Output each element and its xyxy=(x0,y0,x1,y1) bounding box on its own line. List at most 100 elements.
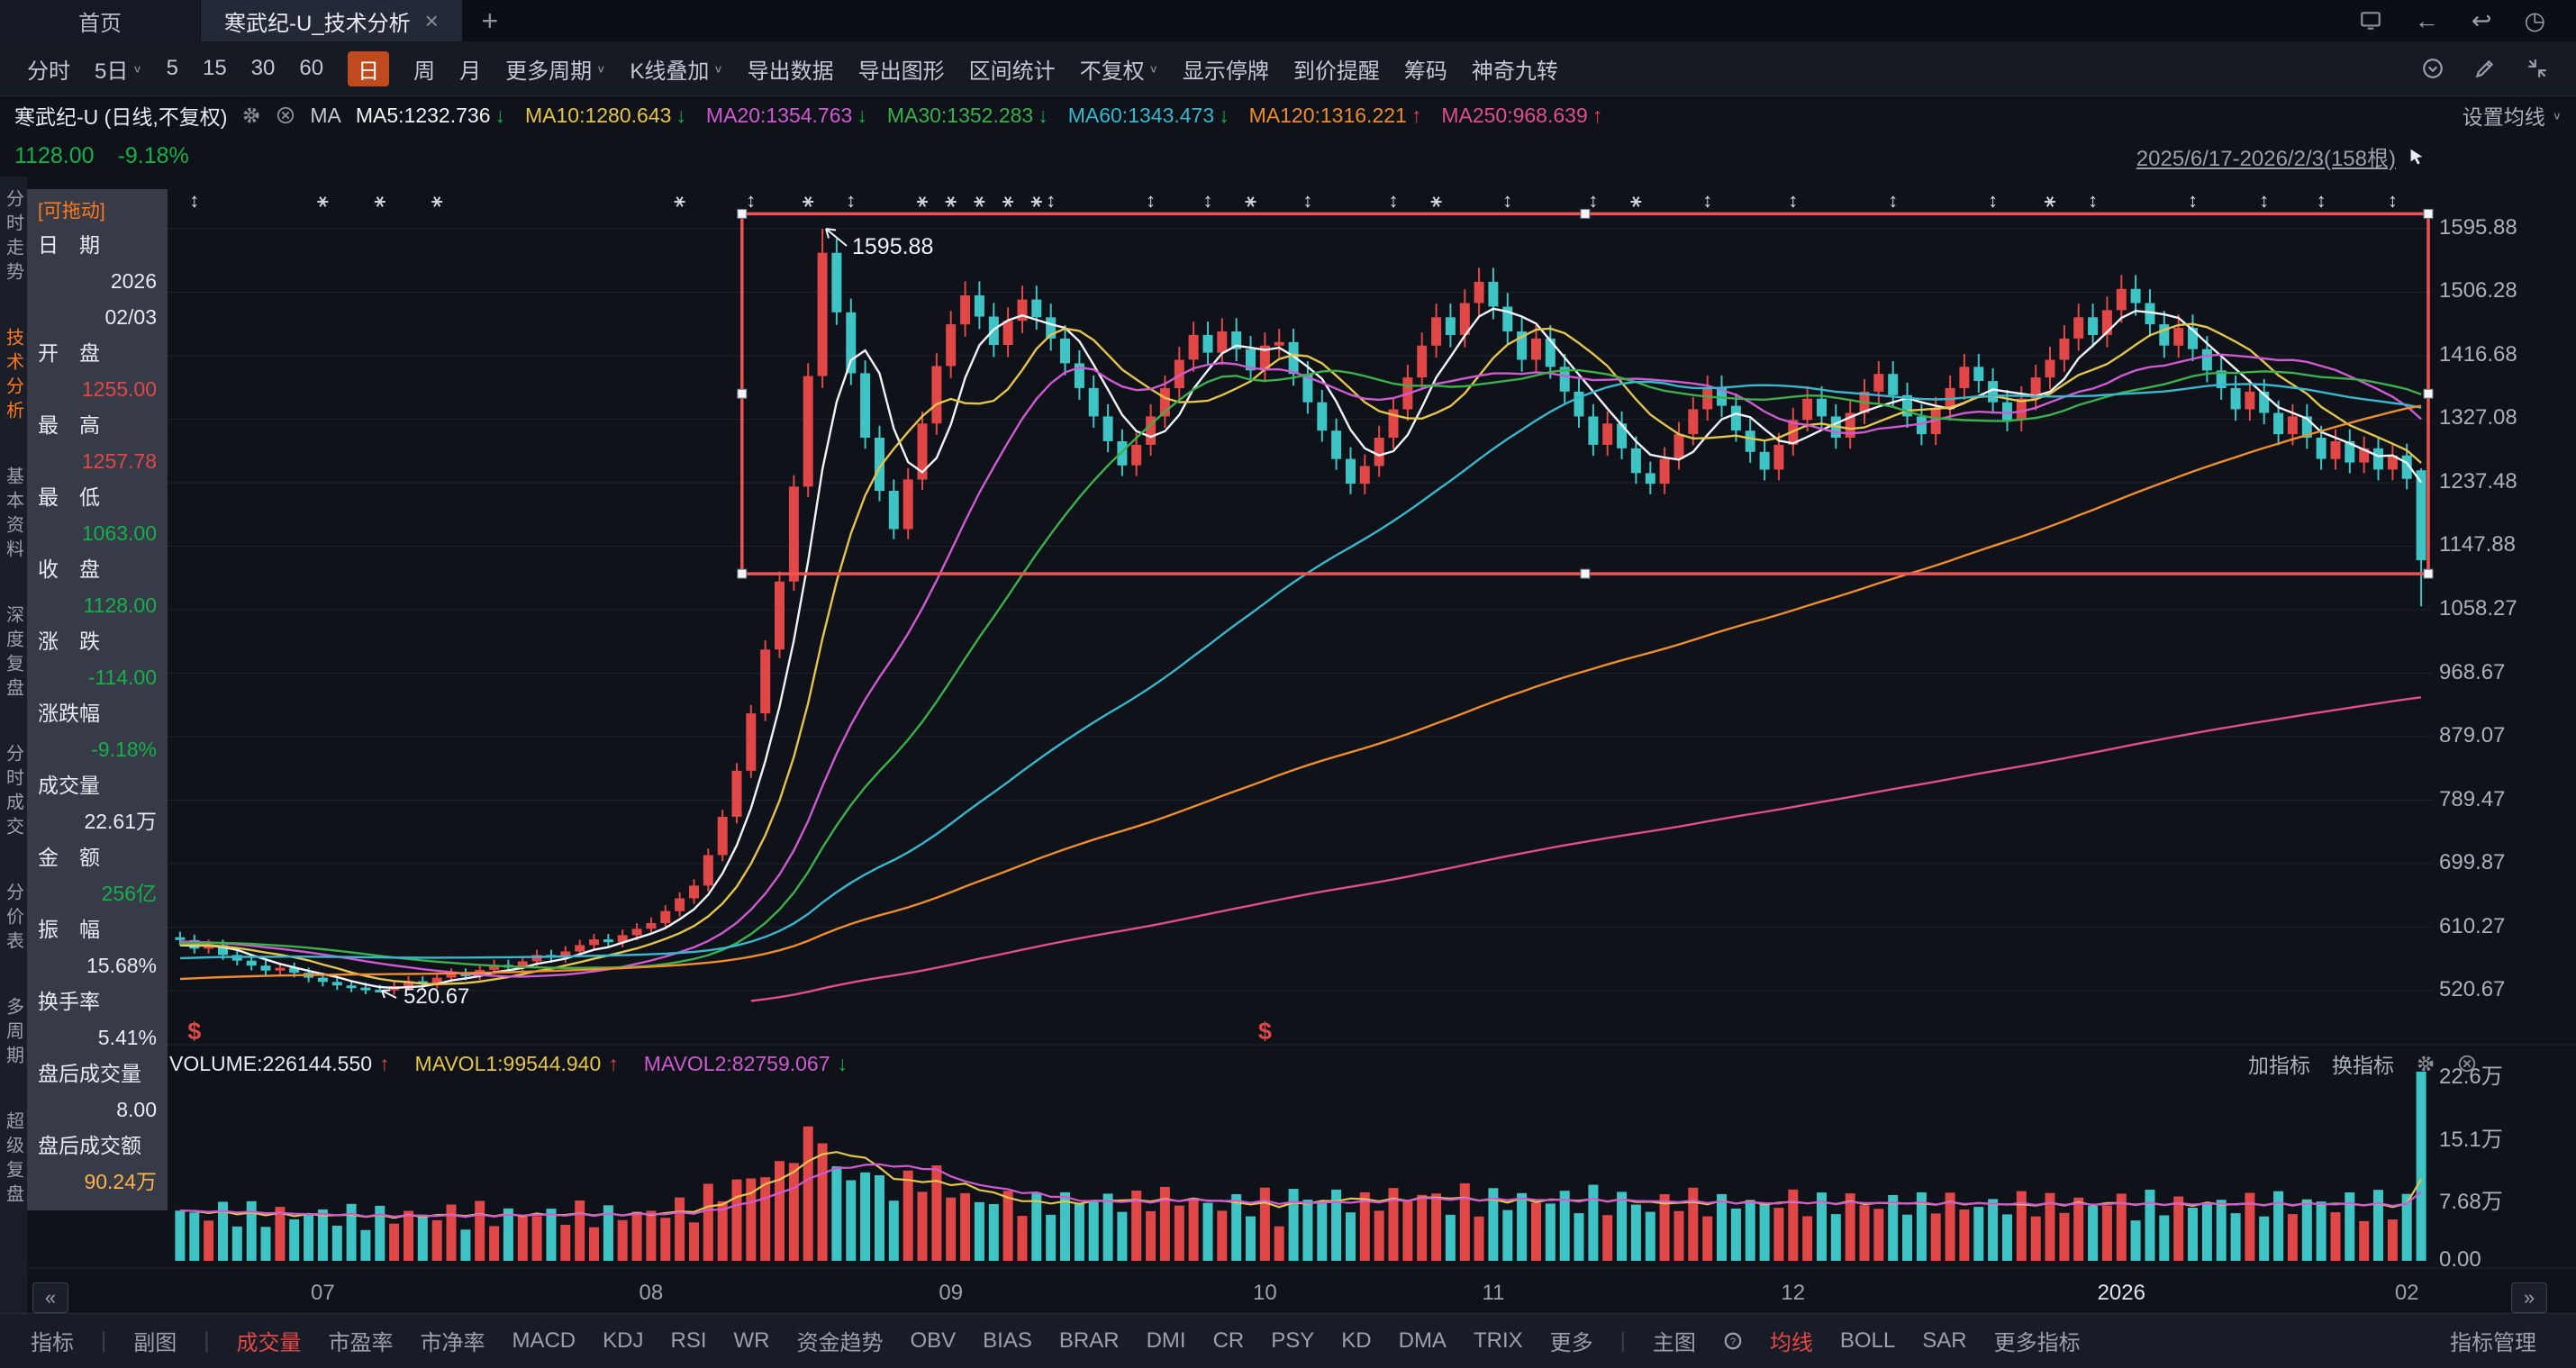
indicator-MACD[interactable]: MACD xyxy=(512,1327,576,1353)
settings-gear-icon[interactable] xyxy=(2416,1054,2435,1074)
indicator-KDJ[interactable]: KDJ xyxy=(603,1327,644,1353)
ma-group-label: MA xyxy=(310,103,341,127)
info-value: -114.00 xyxy=(87,666,157,689)
pin-icon[interactable] xyxy=(2407,143,2426,169)
symbol-label: 寒武纪-U (日线,不复权) xyxy=(14,105,228,129)
tab-home[interactable]: 首页 xyxy=(0,0,201,41)
toolbar-item-5日[interactable]: 5日 ∨ xyxy=(95,53,142,85)
toolbar-item-周[interactable]: 周 xyxy=(413,53,435,85)
toolbar-item-K线叠加[interactable]: K线叠加 ∨ xyxy=(630,53,722,85)
switch-indicator-button[interactable]: 换指标 xyxy=(2332,1054,2394,1077)
resize-handle[interactable] xyxy=(737,568,748,579)
resize-handle[interactable] xyxy=(737,208,748,219)
toolbar-item-导出数据[interactable]: 导出数据 xyxy=(748,53,834,85)
last-price: 1128.00 xyxy=(14,142,95,168)
indicator-manage-button[interactable]: 指标管理 xyxy=(2450,1331,2536,1355)
indicator-BRAR[interactable]: BRAR xyxy=(1058,1327,1120,1353)
main-chart-label[interactable]: 主图 xyxy=(1652,1331,1696,1355)
help-icon[interactable]: ? xyxy=(1723,1331,1743,1351)
toolbar-item-区间统计[interactable]: 区间统计 xyxy=(969,53,1056,85)
drawing-rectangle[interactable] xyxy=(737,208,2434,579)
toolbar-item-日[interactable]: 日 xyxy=(348,50,390,86)
toolbar-item-不复权[interactable]: 不复权 ∨ xyxy=(1080,53,1158,85)
screenshot-icon[interactable] xyxy=(2359,9,2382,32)
indicator-DMI[interactable]: DMI xyxy=(1146,1327,1186,1353)
ma-settings-dropdown[interactable]: 设置均线 ∨ xyxy=(2463,100,2562,131)
sub-chart-tab[interactable]: 副图 xyxy=(133,1331,177,1355)
svg-text:↕: ↕ xyxy=(1302,189,1312,212)
collapse-icon[interactable] xyxy=(2526,57,2549,80)
scroll-right-button[interactable]: » xyxy=(2511,1282,2547,1313)
resize-handle[interactable] xyxy=(2423,388,2434,399)
price-axis-label: 1416.68 xyxy=(2439,341,2517,367)
toolbar-item-显示停牌[interactable]: 显示停牌 xyxy=(1183,53,1269,85)
change-percent: -9.18% xyxy=(117,142,189,168)
indicator-BOLL[interactable]: BOLL xyxy=(1839,1327,1896,1353)
undo-icon[interactable]: ↩ xyxy=(2471,6,2492,34)
indicator-RSI[interactable]: RSI xyxy=(670,1327,707,1353)
date-range-link[interactable]: 2025/6/17-2026/2/3(158根) xyxy=(2136,146,2396,171)
toolbar-item-60[interactable]: 60 xyxy=(299,56,323,81)
toolbar-item-label: 导出图形 xyxy=(857,59,945,84)
indicator-市净率[interactable]: 市净率 xyxy=(420,1331,485,1355)
sidebar-item-分价表[interactable]: 分价表 xyxy=(3,883,23,956)
resize-handle[interactable] xyxy=(737,388,748,399)
sidebar-item-分时走势[interactable]: 分时走势 xyxy=(3,189,23,286)
draw-pencil-icon[interactable] xyxy=(2473,57,2497,80)
toolbar-item-15[interactable]: 15 xyxy=(203,56,227,81)
indicator-CR[interactable]: CR xyxy=(1212,1327,1245,1353)
toolbar-item-筹码[interactable]: 筹码 xyxy=(1404,53,1447,85)
tab-technical-analysis[interactable]: 寒武纪-U_技术分析 × xyxy=(201,0,463,41)
toolbar-item-label: 神奇九转 xyxy=(1471,59,1558,84)
toolbar-item-30[interactable]: 30 xyxy=(251,56,276,81)
sidebar-item-深度复盘[interactable]: 深度复盘 xyxy=(3,605,23,702)
indicator-成交量[interactable]: 成交量 xyxy=(236,1331,302,1355)
settings-gear-icon[interactable] xyxy=(241,105,261,125)
indicator-SAR[interactable]: SAR xyxy=(1922,1327,1967,1353)
history-icon[interactable]: ◷ xyxy=(2524,6,2545,34)
indicator-tab[interactable]: 指标 xyxy=(31,1331,74,1355)
sidebar-item-超级复盘[interactable]: 超级复盘 xyxy=(3,1111,23,1209)
resize-handle[interactable] xyxy=(1580,568,1591,579)
indicator-PSY[interactable]: PSY xyxy=(1271,1327,1315,1353)
scroll-left-button[interactable]: « xyxy=(32,1282,68,1313)
indicator-更多指标[interactable]: 更多指标 xyxy=(1993,1331,2081,1355)
toolbar-item-导出图形[interactable]: 导出图形 xyxy=(858,53,945,85)
close-tab-icon[interactable]: × xyxy=(424,6,439,34)
add-indicator-button[interactable]: 加指标 xyxy=(2248,1054,2310,1077)
left-nav-sidebar: 分时走势技术分析基本资料深度复盘分时成交分价表多周期超级复盘 xyxy=(0,177,27,1313)
resize-handle[interactable] xyxy=(1580,208,1591,219)
indicator-KD[interactable]: KD xyxy=(1341,1327,1372,1353)
toolbar-item-更多周期[interactable]: 更多周期 ∨ xyxy=(505,53,605,85)
sidebar-item-技术分析[interactable]: 技术分析 xyxy=(3,328,23,425)
toolbar-item-5[interactable]: 5 xyxy=(167,56,178,81)
dropdown-circle-icon[interactable] xyxy=(2421,57,2444,80)
new-tab-button[interactable]: + xyxy=(481,4,499,37)
indicator-TRIX[interactable]: TRIX xyxy=(1473,1327,1523,1353)
toolbar-item-到价提醒[interactable]: 到价提醒 xyxy=(1293,53,1380,85)
indicator-更多[interactable]: 更多 xyxy=(1549,1331,1593,1355)
sidebar-item-分时成交[interactable]: 分时成交 xyxy=(3,744,23,841)
toolbar-item-月[interactable]: 月 xyxy=(459,53,481,85)
separator: | xyxy=(1619,1327,1626,1353)
indicator-均线[interactable]: 均线 xyxy=(1769,1331,1813,1355)
close-indicator-icon[interactable] xyxy=(276,105,295,125)
indicator-市盈率[interactable]: 市盈率 xyxy=(328,1331,394,1355)
resize-handle[interactable] xyxy=(2423,568,2434,579)
toolbar-item-神奇九转[interactable]: 神奇九转 xyxy=(1472,53,1558,85)
toolbar-item-分时[interactable]: 分时 xyxy=(27,53,70,85)
resize-handle[interactable] xyxy=(2423,208,2434,219)
quote-info-panel[interactable]: [可拖动] 日 期 2026 02/03 开 盘 1255.00 最 高 1257.78 最 … xyxy=(27,189,168,1210)
back-icon[interactable]: ← xyxy=(2414,6,2439,34)
sidebar-item-基本资料[interactable]: 基本资料 xyxy=(3,467,23,564)
sidebar-item-多周期[interactable]: 多周期 xyxy=(3,997,23,1070)
indicator-OBV[interactable]: OBV xyxy=(910,1327,957,1353)
toolbar-item-label: 5日 xyxy=(95,59,129,84)
close-pane-icon[interactable] xyxy=(2457,1054,2477,1074)
price-axis-label: 1595.88 xyxy=(2439,215,2517,240)
indicator-DMA[interactable]: DMA xyxy=(1398,1327,1447,1353)
indicator-BIAS[interactable]: BIAS xyxy=(983,1327,1032,1353)
indicator-资金趋势[interactable]: 资金趋势 xyxy=(796,1331,884,1355)
indicator-WR[interactable]: WR xyxy=(733,1327,770,1353)
